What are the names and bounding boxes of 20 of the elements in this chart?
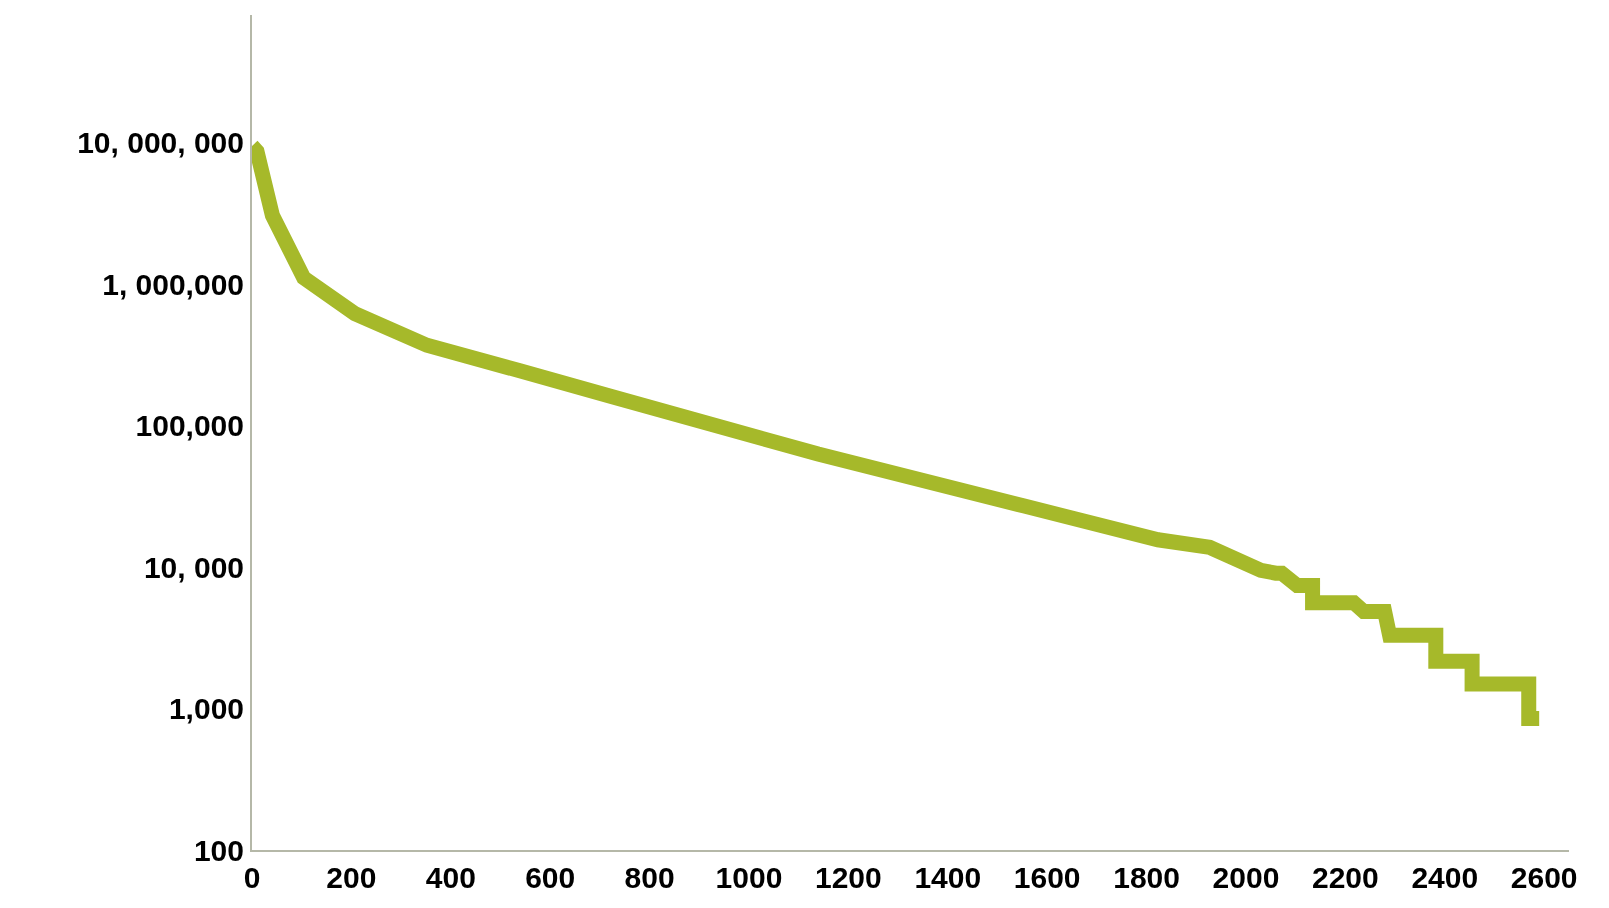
x-tick-label: 800 xyxy=(624,861,675,894)
y-tick-label: 1, 000,000 xyxy=(102,267,244,301)
y-tick-label: 10, 000 xyxy=(143,550,244,584)
y-tick-label: 10, 000, 000 xyxy=(77,126,244,160)
x-tick-label: 0 xyxy=(243,861,261,894)
x-tick-label: 200 xyxy=(326,861,377,894)
x-tick-label: 1400 xyxy=(914,861,982,894)
x-tick-label: 400 xyxy=(425,861,476,894)
x-tick-label: 600 xyxy=(525,861,576,894)
y-tick-label: 100 xyxy=(193,833,244,867)
x-tick-label: 2600 xyxy=(1510,861,1578,894)
x-tick-label: 2400 xyxy=(1411,861,1479,894)
y-tick-label: 100,000 xyxy=(135,409,244,443)
y-tick-label: 1,000 xyxy=(168,692,244,726)
x-tick-label: 1800 xyxy=(1113,861,1180,894)
x-tick-label: 2000 xyxy=(1212,861,1280,894)
x-tick-label: 1600 xyxy=(1013,861,1081,894)
x-tick-label: 2200 xyxy=(1311,861,1379,894)
x-tick-label: 1200 xyxy=(815,861,882,894)
x-tick-label: 1000 xyxy=(715,861,783,894)
